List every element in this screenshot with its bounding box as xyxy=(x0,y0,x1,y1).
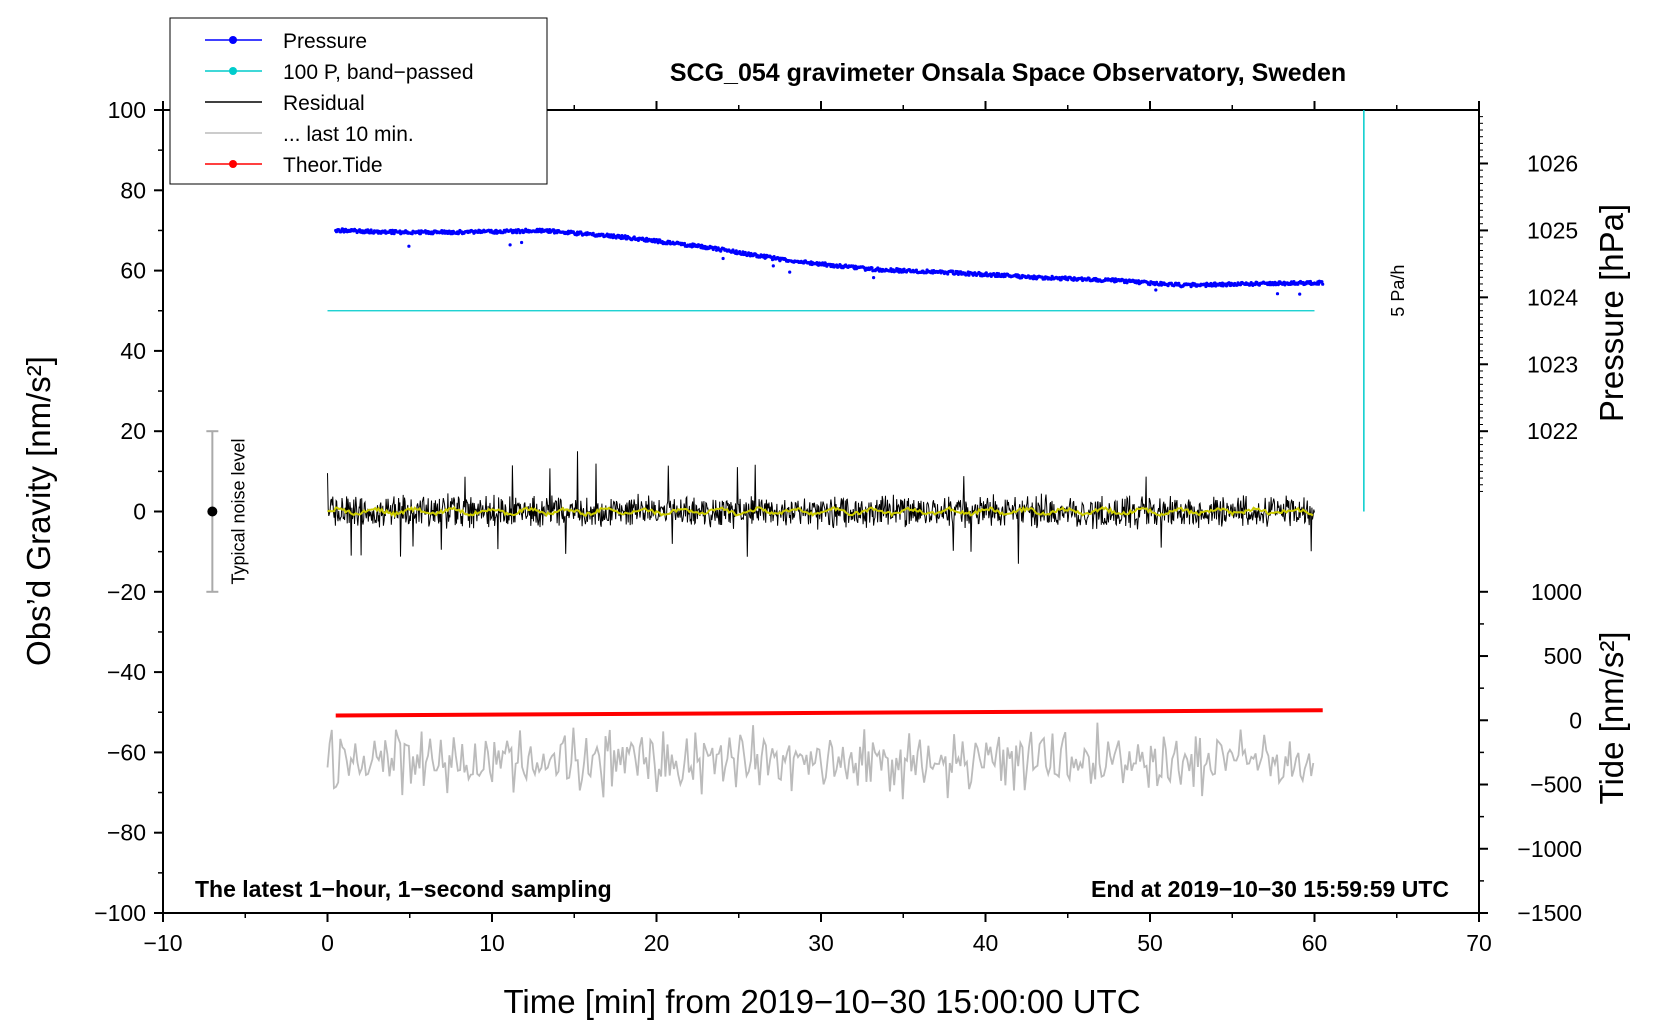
y-axis-label: Obs’d Gravity [nm/s²] xyxy=(20,356,57,666)
pressure-point xyxy=(734,249,738,253)
x-axis-label: Time [min] from 2019−10−30 15:00:00 UTC xyxy=(503,983,1140,1020)
pressure-point xyxy=(1059,278,1063,282)
x-tick-label: 60 xyxy=(1302,930,1328,956)
pressure-point xyxy=(951,269,955,273)
x-tick-label: 40 xyxy=(973,930,999,956)
y-tick-label: 20 xyxy=(120,418,146,444)
pressure-point xyxy=(682,241,687,246)
pressure-point xyxy=(984,271,988,275)
pressure-point xyxy=(967,273,971,277)
legend-label: Residual xyxy=(283,92,365,115)
pressure-point xyxy=(508,243,512,247)
legend-marker xyxy=(229,67,237,75)
pressure-point xyxy=(770,258,775,262)
pressure-point xyxy=(369,228,373,232)
pressure-point xyxy=(1292,280,1296,284)
y-tick-label: −100 xyxy=(94,900,146,926)
pressure-point xyxy=(1153,283,1157,287)
pressure-tick-label: 1022 xyxy=(1527,418,1578,444)
tide-tick-label: −1500 xyxy=(1517,900,1582,926)
y-tick-label: −20 xyxy=(107,579,146,605)
pressure-tick-label: 1026 xyxy=(1527,150,1578,176)
tide-tick-label: 1000 xyxy=(1531,579,1582,605)
y-tick-label: −40 xyxy=(107,659,146,685)
pressure-point xyxy=(1227,281,1231,285)
pressure-point xyxy=(1321,282,1325,286)
y-tick-label: −80 xyxy=(107,820,146,846)
tide-tick-label: 500 xyxy=(1544,643,1582,669)
pressure-point xyxy=(741,250,745,254)
legend-marker xyxy=(229,36,237,44)
y-tick-label: 100 xyxy=(108,97,146,123)
legend-box xyxy=(169,17,548,185)
series-residual xyxy=(327,451,1315,564)
tide-tick-label: −1000 xyxy=(1517,836,1582,862)
pressure-point xyxy=(417,229,421,233)
legend-label: Theor.Tide xyxy=(283,154,383,177)
pressure-point xyxy=(1320,280,1324,284)
scale-bar-label: 5 Pa/h xyxy=(1388,265,1408,317)
tide-tick-label: 0 xyxy=(1569,707,1582,733)
y-tick-label: 40 xyxy=(120,338,146,364)
pressure-tick-label: 1025 xyxy=(1527,217,1578,243)
x-tick-label: −10 xyxy=(143,930,182,956)
noise-bar-label: Typical noise level xyxy=(228,438,248,584)
series-residual-smoothed xyxy=(326,505,1314,518)
legend-label: Pressure xyxy=(283,30,367,53)
y-tick-label: 0 xyxy=(133,499,146,525)
series-last-10-min xyxy=(326,722,1315,800)
x-tick-label: 30 xyxy=(808,930,834,956)
legend: Pressure 100 P, band−passed Residual ... la… xyxy=(169,17,548,185)
x-tick-label: 50 xyxy=(1137,930,1163,956)
pressure-point xyxy=(407,244,411,248)
pressure-point xyxy=(762,253,766,257)
pressure-point xyxy=(872,276,876,280)
pressure-tick-label: 1023 xyxy=(1527,351,1578,377)
tide-tick-label: −500 xyxy=(1530,772,1582,798)
pressure-point xyxy=(1211,284,1215,288)
series-pressure xyxy=(334,227,1325,296)
pressure-point xyxy=(623,234,627,238)
pressure-point xyxy=(870,266,874,270)
y-tick-label: −60 xyxy=(107,739,146,765)
end-time-note: End at 2019−10−30 15:59:59 UTC xyxy=(1091,876,1449,902)
pressure-point xyxy=(656,241,660,245)
pressure-point xyxy=(771,264,775,268)
x-tick-label: 70 xyxy=(1466,930,1492,956)
pressure-point xyxy=(1298,292,1302,296)
pressure-point xyxy=(1154,288,1158,292)
legend-marker xyxy=(229,160,237,168)
noise-bar-center xyxy=(207,506,218,517)
pressure-tick-label: 1024 xyxy=(1527,284,1578,310)
axes: −10 0 10 20 30 40 50 60 70−100−80−60−40−20020406… xyxy=(94,97,1582,956)
pressure-point xyxy=(1276,283,1280,287)
pressure-point xyxy=(1275,292,1280,296)
tide-axis-label: Tide [nm/s²] xyxy=(1593,632,1630,805)
pressure-axis-label: Pressure [hPa] xyxy=(1593,204,1630,422)
x-tick-label: 20 xyxy=(644,930,670,956)
plot-series xyxy=(326,227,1325,800)
pressure-point xyxy=(788,270,792,274)
legend-label: ... last 10 min. xyxy=(283,123,414,146)
sampling-note: The latest 1−hour, 1−second sampling xyxy=(195,876,612,902)
annotations: Typical noise level 5 Pa/h xyxy=(206,110,1408,593)
pressure-point xyxy=(520,240,524,245)
x-tick-label: 0 xyxy=(321,930,334,956)
legend-label: 100 P, band−passed xyxy=(283,61,474,84)
y-tick-label: 60 xyxy=(120,258,146,284)
pressure-point xyxy=(418,232,422,236)
pressure-point xyxy=(392,232,396,236)
x-tick-label: 10 xyxy=(479,930,505,956)
series-theor-tide xyxy=(335,708,1323,718)
pressure-point xyxy=(721,256,725,261)
chart-title: SCG_054 gravimeter Onsala Space Observat… xyxy=(670,59,1346,87)
y-tick-label: 80 xyxy=(120,177,146,203)
